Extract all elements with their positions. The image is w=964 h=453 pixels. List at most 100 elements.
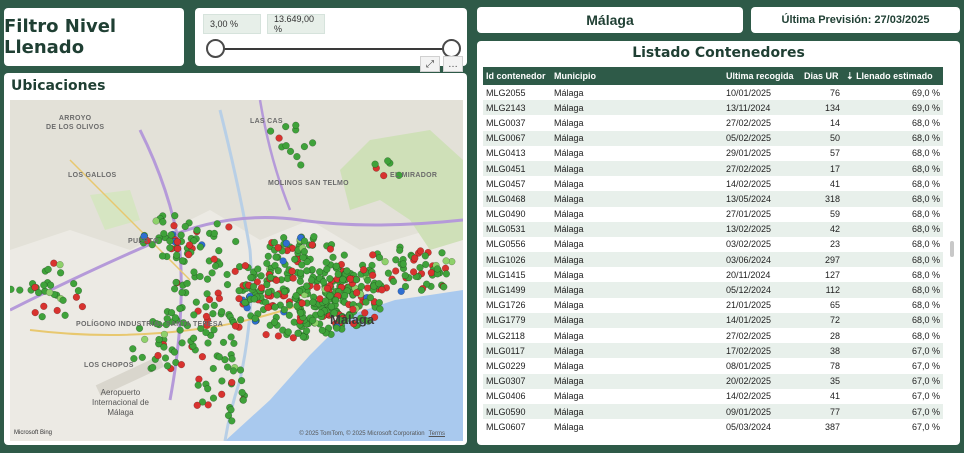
map-point[interactable] [170,348,179,356]
table-row[interactable]: MLG0037 Málaga 27/02/2025 14 68,0 % [483,115,943,130]
map-point[interactable] [167,309,176,317]
map-point[interactable] [179,319,188,327]
table-row[interactable]: MLG1726 Málaga 21/01/2025 65 68,0 % [483,298,943,313]
map-point[interactable] [59,296,67,304]
map-point[interactable] [329,253,337,261]
map-point[interactable] [421,252,429,260]
map-point[interactable] [327,302,336,311]
map-point[interactable] [198,353,207,361]
map-point[interactable] [380,171,388,180]
map-point[interactable] [171,314,180,322]
table-row[interactable]: MLG0117 Málaga 17/02/2025 38 67,0 % [483,343,943,359]
map-point[interactable] [275,134,283,142]
map-point[interactable] [438,249,446,257]
table-row[interactable]: MLG2118 Málaga 27/02/2025 28 68,0 % [483,328,943,343]
focus-mode-icon[interactable]: ⤢ [420,56,440,72]
map-point[interactable] [433,265,442,273]
map-point[interactable] [70,279,78,288]
map-point[interactable] [16,286,24,294]
table-row[interactable]: MLG0307 Málaga 20/02/2025 35 67,0 % [483,373,943,389]
map-point[interactable] [321,297,330,305]
map-point[interactable] [336,316,345,324]
map-point[interactable] [274,244,282,252]
map-point[interactable] [286,147,295,156]
map-point[interactable] [50,259,58,267]
map-point[interactable] [40,281,48,289]
map-point[interactable] [389,277,398,286]
map-point[interactable] [376,305,384,313]
map-point[interactable] [370,313,379,321]
map-point[interactable] [221,356,229,364]
map-point[interactable] [285,311,293,319]
slider-track[interactable] [215,48,451,50]
table-row[interactable]: MLG0590 Málaga 09/01/2025 77 67,0 % [483,403,943,420]
map-point[interactable] [300,142,309,151]
map-point[interactable] [353,289,361,297]
map-point[interactable] [198,398,207,406]
map-point[interactable] [239,396,247,404]
map-point[interactable] [34,288,43,297]
map-point[interactable] [318,326,326,334]
map-point[interactable] [313,283,321,291]
map-point[interactable] [300,237,309,245]
map-point[interactable] [293,152,301,161]
map-point[interactable] [322,258,330,267]
map-point[interactable] [330,309,338,317]
map-point[interactable] [262,330,270,339]
map-point[interactable] [161,354,170,362]
map-point[interactable] [238,388,246,397]
map-point[interactable] [149,363,157,372]
map-point[interactable] [280,234,288,242]
map-point[interactable] [204,385,212,393]
map-point[interactable] [280,287,289,296]
map-point[interactable] [228,378,236,387]
map-point[interactable] [44,265,52,274]
map-point[interactable] [257,272,265,280]
map-point[interactable] [395,171,403,179]
map-point[interactable] [160,229,168,238]
more-options-icon[interactable]: … [443,56,463,72]
map-point[interactable] [289,274,297,282]
map-point[interactable] [422,260,430,269]
map-point[interactable] [215,294,224,303]
map-point[interactable] [309,298,317,306]
map-point[interactable] [332,296,340,304]
map-point[interactable] [171,212,179,220]
map-point[interactable] [223,280,232,289]
map-point[interactable] [288,267,296,275]
table-row[interactable]: MLG1026 Málaga 03/06/2024 297 68,0 % [483,252,943,268]
map-point[interactable] [371,160,379,168]
map-point[interactable] [270,238,279,247]
map-point[interactable] [297,161,305,169]
map-point[interactable] [303,282,311,290]
table-row[interactable]: MLG0451 Málaga 27/02/2025 17 68,0 % [483,160,943,177]
map-point[interactable] [300,247,309,256]
map-point[interactable] [181,222,189,231]
map-point[interactable] [56,261,64,269]
map-point[interactable] [364,317,373,325]
map-point[interactable] [235,294,243,303]
map-point[interactable] [189,334,198,342]
map-point[interactable] [349,305,357,314]
map-point[interactable] [317,309,325,317]
map-point[interactable] [154,351,162,360]
map-point[interactable] [224,411,233,420]
map-point[interactable] [227,333,235,341]
map-point[interactable] [236,316,245,324]
map-point[interactable] [270,318,279,326]
map-point[interactable] [296,277,304,286]
map-point[interactable] [215,247,223,255]
map-point[interactable] [272,276,281,285]
map-point[interactable] [130,354,138,363]
map-point[interactable] [193,401,201,409]
column-header-dias-ur[interactable]: Dias UR [801,67,843,85]
map-point[interactable] [289,334,297,342]
map-point[interactable] [196,272,204,281]
map-point[interactable] [177,360,186,369]
map-point[interactable] [210,229,219,238]
map-point[interactable] [384,157,392,165]
map-point[interactable] [273,291,281,299]
map-point[interactable] [409,268,418,276]
map-point[interactable] [158,252,167,260]
table-row[interactable]: MLG0413 Málaga 29/01/2025 57 68,0 % [483,146,943,161]
